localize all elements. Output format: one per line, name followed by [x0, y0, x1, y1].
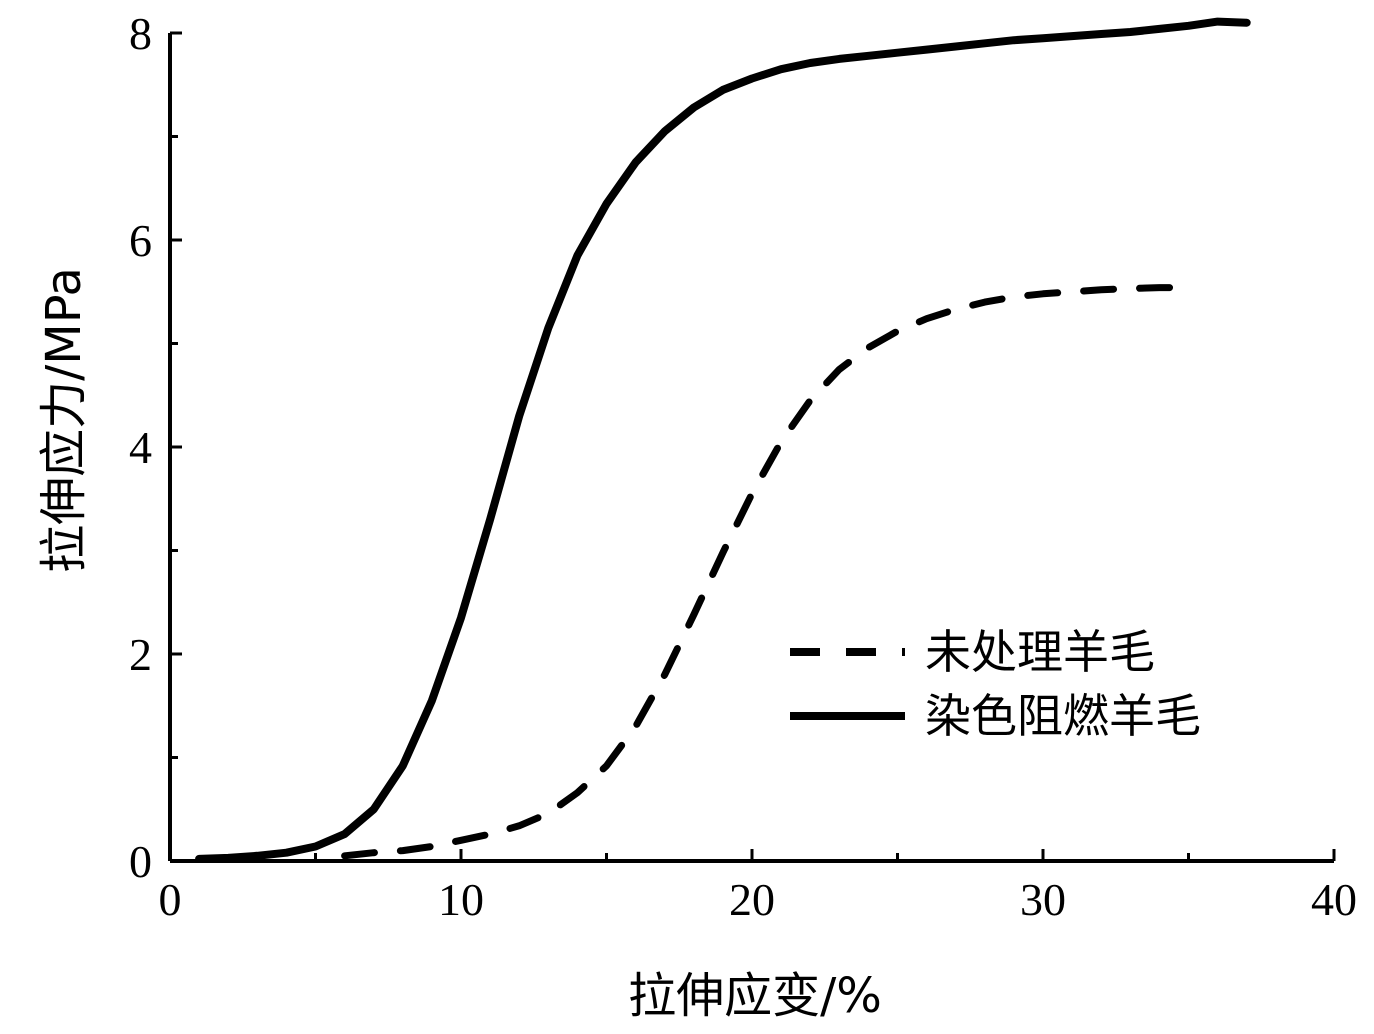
y-tick-label: 0 — [129, 836, 152, 887]
x-tick-label: 30 — [1020, 874, 1066, 925]
series-line-1 — [341, 284, 1187, 860]
y-tick-label: 8 — [129, 8, 152, 59]
y-tick-label: 2 — [129, 629, 152, 680]
series-line-2 — [195, 17, 1251, 863]
legend-label-1: 未处理羊毛 — [925, 625, 1155, 679]
y-tick-label: 4 — [129, 422, 152, 473]
x-axis-title: 拉伸应变/% — [628, 968, 882, 1024]
x-tick-label: 40 — [1311, 874, 1357, 925]
x-tick-label: 20 — [729, 874, 775, 925]
x-tick-label: 0 — [159, 874, 182, 925]
y-tick-label: 6 — [129, 215, 152, 266]
legend-label-2: 染色阻燃羊毛 — [925, 689, 1201, 743]
y-axis-title: 拉伸应力/MPa — [36, 267, 92, 573]
axes: 0 10 20 30 40 0 2 4 6 8 — [129, 8, 1357, 925]
x-tick-label: 10 — [438, 874, 484, 925]
series-layer — [195, 17, 1251, 863]
